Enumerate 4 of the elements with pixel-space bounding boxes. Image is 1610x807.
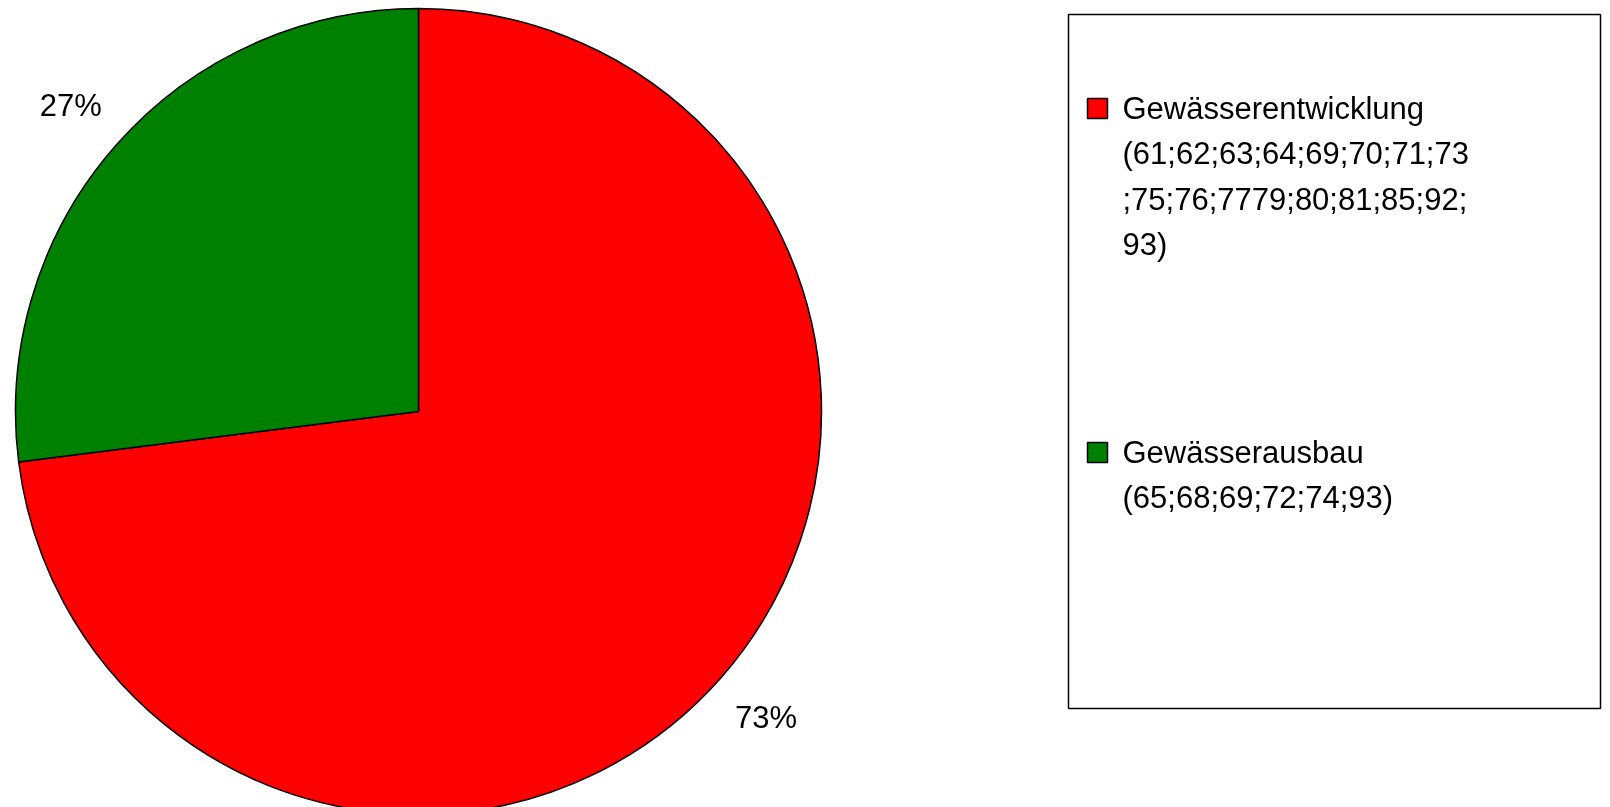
data-label: 73% bbox=[735, 700, 798, 736]
legend-label: Gewässerausbau (65;68;69;72;74;93) bbox=[1122, 434, 1394, 515]
legend-label: Gewässerentwicklung (61;62;63;64;69;70;71;73;75;76;7779;80;81;85;92;93) bbox=[1122, 90, 1469, 262]
data-label: 27% bbox=[39, 87, 102, 123]
